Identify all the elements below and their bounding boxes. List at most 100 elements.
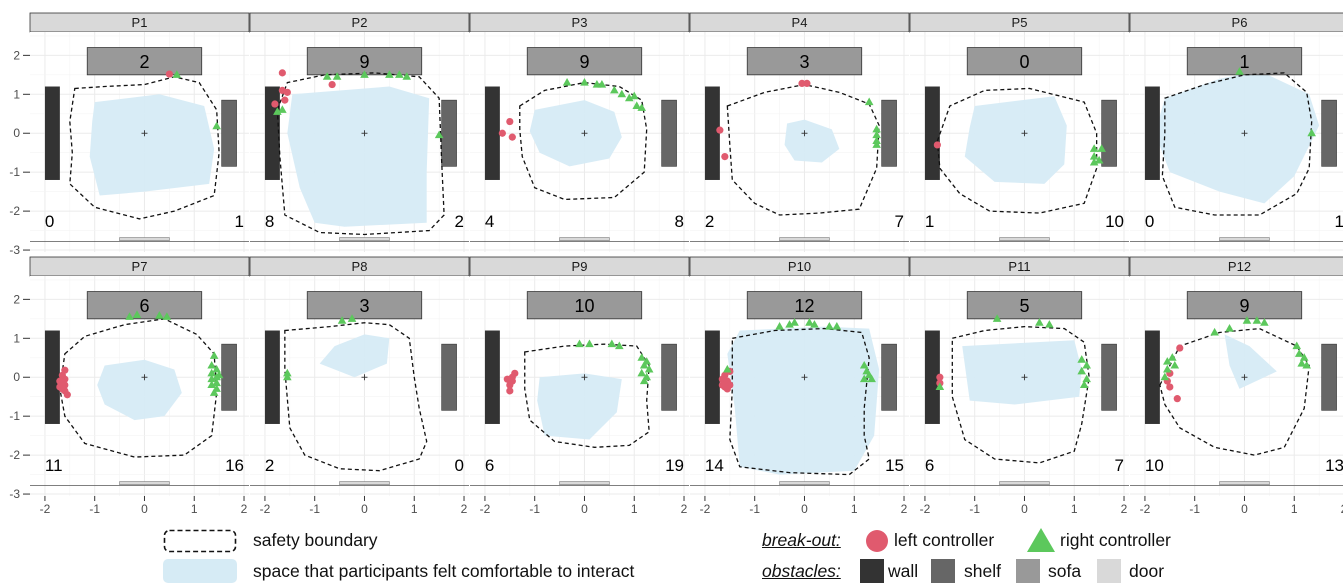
left-count-label: 2 <box>705 212 714 231</box>
door-obstacle <box>559 237 610 242</box>
safety-boundary <box>284 322 428 472</box>
legend-sofa-swatch <box>1016 559 1040 583</box>
comfort-space-area <box>1224 334 1277 389</box>
panel-title: P3 <box>572 15 588 30</box>
left-count-label: 11 <box>45 456 63 475</box>
legend-shelf-label: shelf <box>964 561 1001 581</box>
x-tick-label: -2 <box>1140 502 1151 516</box>
right-controller-point <box>1252 316 1262 324</box>
y-tick-label: 0 <box>13 126 20 140</box>
shelf-obstacle <box>221 343 237 411</box>
right-controller-point <box>1097 144 1106 152</box>
legend-wall-swatch <box>860 559 884 583</box>
right-count-label: 7 <box>1115 456 1124 475</box>
right-count-label: 16 <box>225 456 244 475</box>
sofa-count-label: 9 <box>359 52 369 72</box>
right-controller-point <box>1079 380 1089 389</box>
right-controller-point <box>207 368 216 377</box>
right-controller-point <box>1035 318 1044 326</box>
right-controller-point <box>132 310 142 318</box>
sofa-obstacle <box>966 291 1083 320</box>
x-tick-label: 1 <box>411 502 418 516</box>
wall-obstacle <box>264 330 280 424</box>
left-controller-point <box>511 369 519 377</box>
left-controller-point <box>278 69 286 77</box>
left-count-label: 2 <box>265 456 274 475</box>
right-controller-point <box>1094 155 1104 164</box>
right-controller-point <box>872 136 881 145</box>
x-tick-label: 2 <box>461 502 468 516</box>
x-tick-label: 1 <box>191 502 198 516</box>
right-controller-point <box>332 72 342 80</box>
right-controller-point <box>644 364 654 373</box>
x-tick-label: 2 <box>901 502 908 516</box>
shelf-obstacle <box>1321 343 1337 411</box>
sofa-obstacle <box>746 291 863 320</box>
shelf-obstacle <box>441 99 457 167</box>
right-controller-point <box>637 368 647 377</box>
legend: safety boundary space that participants … <box>0 522 1343 583</box>
safety-boundary <box>1159 327 1310 456</box>
right-controller-point <box>1089 144 1099 152</box>
safety-boundary <box>936 87 1098 214</box>
shelf-obstacle <box>1321 99 1337 167</box>
left-count-label: 8 <box>265 212 274 231</box>
left-count-label: 14 <box>705 456 724 475</box>
panel-p2: P2 9 <box>249 12 470 252</box>
y-tick-label: -1 <box>9 409 20 423</box>
x-tick-label: -1 <box>969 502 980 516</box>
x-tick-label: 1 <box>1291 502 1298 516</box>
x-tick-label: -2 <box>260 502 271 516</box>
right-controller-point <box>155 311 164 319</box>
right-controller-point <box>207 374 216 383</box>
y-tick-label: 1 <box>13 87 20 101</box>
sofa-obstacle <box>526 291 643 320</box>
left-controller-point <box>506 117 514 126</box>
panel-p10: P10 12 <box>689 256 910 496</box>
sofa-count-label: 3 <box>799 52 809 72</box>
sofa-count-label: 3 <box>359 296 369 316</box>
sofa-obstacle <box>86 291 203 320</box>
legend-safety-boundary-swatch <box>163 529 237 553</box>
safety-boundary <box>1161 72 1313 216</box>
sofa-obstacle <box>86 47 203 76</box>
left-count-label: 6 <box>485 456 494 475</box>
legend-comfort-space-swatch <box>163 559 237 583</box>
safety-boundary <box>519 81 648 201</box>
right-controller-point <box>805 318 814 326</box>
right-count-label: 8 <box>675 212 684 231</box>
left-count-label: 1 <box>925 212 934 231</box>
panel-title: P8 <box>352 259 368 274</box>
wall-obstacle <box>44 86 60 180</box>
right-controller-point <box>585 339 594 348</box>
right-controller-point <box>402 72 412 80</box>
y-tick-label: -1 <box>9 165 20 179</box>
right-controller-point <box>790 318 799 326</box>
right-controller-point <box>1294 349 1304 357</box>
legend-comfort-space-label: space that participants felt comfortable… <box>253 561 635 581</box>
safety-boundary <box>951 325 1090 464</box>
left-count-label: 10 <box>1145 456 1164 475</box>
right-controller-point <box>872 140 881 148</box>
y-tick-label: -2 <box>9 448 20 462</box>
right-controller-point <box>617 89 627 98</box>
x-tick-label: -1 <box>529 502 540 516</box>
shelf-obstacle <box>881 343 897 411</box>
legend-door-label: door <box>1129 561 1165 581</box>
y-tick-label: -3 <box>9 243 20 257</box>
panel-title: P10 <box>788 259 811 274</box>
x-tick-label: 0 <box>361 502 368 516</box>
shelf-obstacle <box>1101 99 1117 167</box>
sofa-obstacle <box>1186 291 1303 320</box>
legend-breakout-title: break-out: <box>762 530 841 550</box>
right-controller-point <box>1302 360 1311 369</box>
left-count-label: 0 <box>45 212 54 231</box>
door-obstacle <box>779 481 830 486</box>
right-controller-point <box>615 341 624 350</box>
right-controller-point <box>775 322 784 330</box>
right-controller-point <box>283 372 292 381</box>
left-controller-point <box>58 385 66 393</box>
right-controller-point <box>214 370 224 379</box>
x-tick-label: -1 <box>309 502 320 516</box>
wall-obstacle <box>704 86 720 180</box>
